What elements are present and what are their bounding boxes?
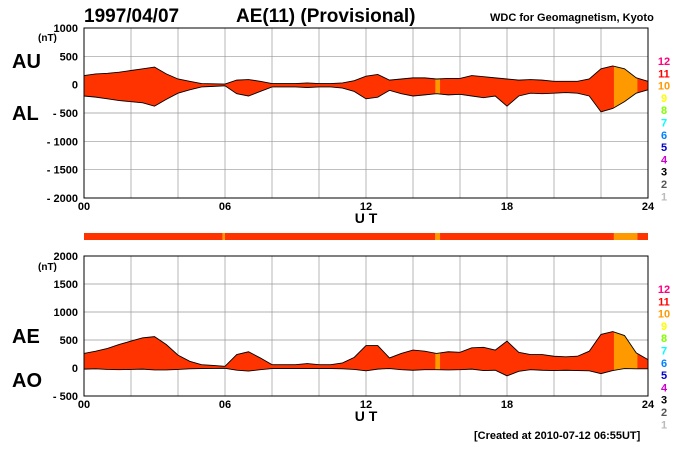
y-tick-label: - 500	[53, 391, 78, 403]
station-legend-label: 8	[661, 105, 667, 117]
unit-label-bottom: (nT)	[38, 262, 57, 273]
area-fill-segment	[435, 331, 441, 376]
station-legend-label: 7	[661, 346, 667, 358]
x-tick-label: 18	[501, 399, 513, 411]
ae-label: AE	[12, 326, 40, 348]
station-legend-label: 5	[661, 142, 667, 154]
station-legend-label: 11	[658, 296, 670, 308]
station-legend-label: 3	[661, 167, 667, 179]
series-line-al	[83, 85, 649, 113]
au-label: AU	[12, 51, 41, 73]
y-tick-label: - 1500	[47, 165, 78, 177]
x-tick-label: 00	[78, 399, 90, 411]
station-legend-label: 10	[658, 309, 670, 321]
station-bar-segment	[440, 233, 614, 240]
station-legend-label: 12	[658, 284, 670, 296]
series-line-ao	[83, 367, 648, 377]
al-label: AL	[12, 103, 39, 125]
plot-frame	[83, 27, 649, 199]
station-bar-segment	[435, 233, 441, 240]
station-legend-label: 7	[661, 118, 667, 130]
station-legend-label: 4	[661, 154, 668, 166]
station-bar-segment	[613, 233, 638, 240]
station-bar-segment	[225, 233, 436, 240]
x-tick-label: 00	[78, 201, 90, 213]
y-tick-label: 2000	[54, 251, 78, 263]
y-tick-label: 500	[60, 51, 78, 63]
station-bar-segment	[637, 233, 648, 240]
x-tick-label: 12	[360, 399, 372, 411]
area-fill-segment	[613, 331, 638, 376]
station-legend-label: 2	[661, 179, 667, 191]
y-tick-label: - 2000	[47, 193, 78, 205]
y-tick-label: 1000	[54, 23, 78, 35]
y-tick-label: - 500	[53, 108, 78, 120]
x-tick-label: 24	[642, 399, 655, 411]
station-legend-label: 1	[661, 191, 667, 203]
y-tick-label: 1500	[54, 279, 78, 291]
plot-frame	[83, 255, 649, 397]
x-tick-label: 06	[219, 201, 231, 213]
station-legend-label: 3	[661, 395, 667, 407]
station-coverage-bar	[84, 233, 648, 240]
station-legend-label: 11	[658, 68, 670, 80]
series-line-ae	[83, 331, 649, 367]
station-legend-label: 6	[661, 358, 667, 370]
station-legend-label: 10	[658, 81, 670, 93]
x-tick-label: 24	[642, 201, 655, 213]
station-legend-label: 1	[661, 419, 667, 431]
y-tick-label: 0	[72, 80, 78, 92]
station-legend-label: 5	[661, 370, 667, 382]
station-legend-label: 8	[661, 333, 667, 345]
y-tick-label: 500	[60, 335, 78, 347]
x-tick-label: 18	[501, 201, 513, 213]
x-tick-label: 12	[360, 201, 372, 213]
area-fill-segment	[435, 65, 441, 112]
station-legend-label: 9	[661, 321, 667, 333]
station-legend-label: 12	[658, 56, 670, 68]
chart-date: 1997/04/07	[84, 6, 180, 27]
y-tick-label: 1000	[54, 307, 78, 319]
station-legend-label: 4	[661, 382, 668, 394]
unit-label-top: (nT)	[38, 33, 57, 44]
x-axis-label: U T	[355, 210, 378, 226]
created-timestamp: [Created at 2010-07-12 06:55UT]	[474, 430, 641, 442]
x-tick-label: 06	[219, 399, 231, 411]
series-line-au	[83, 65, 649, 85]
station-legend-label: 9	[661, 93, 667, 105]
data-source: WDC for Geomagnetism, Kyoto	[490, 12, 654, 24]
chart-title: AE(11) (Provisional)	[236, 6, 416, 27]
station-legend-label: 6	[661, 130, 667, 142]
y-tick-label: - 1000	[47, 136, 78, 148]
x-axis-label: U T	[355, 408, 378, 424]
station-legend-label: 2	[661, 407, 667, 419]
station-bar-segment	[84, 233, 223, 240]
ao-label: AO	[12, 370, 42, 392]
station-bar-segment	[222, 233, 225, 240]
y-tick-label: 0	[72, 363, 78, 375]
